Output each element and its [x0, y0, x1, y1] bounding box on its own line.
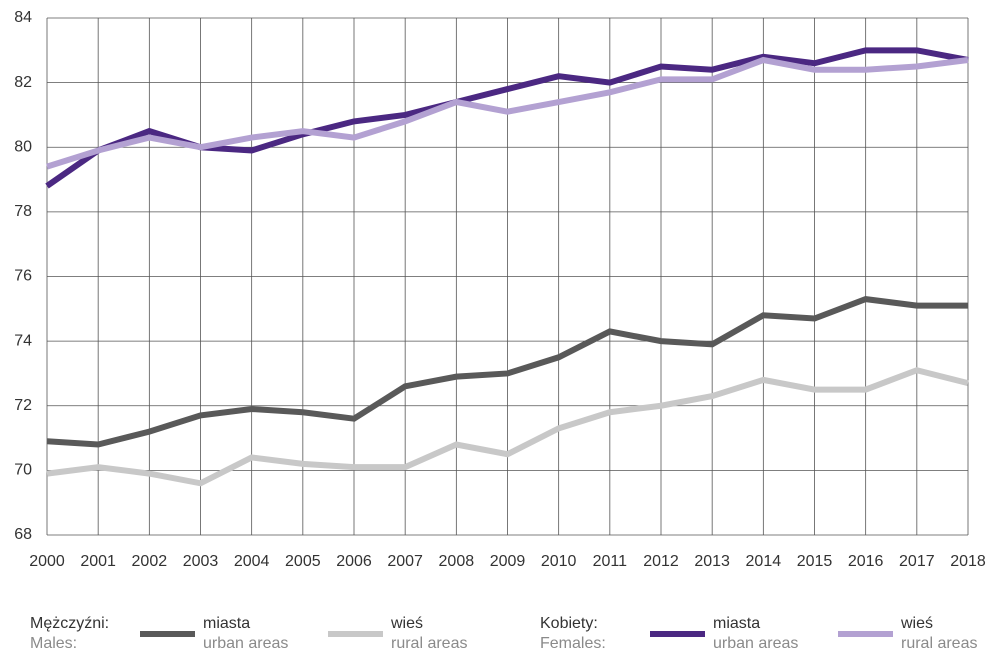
y-tick-label: 82: [14, 74, 32, 91]
x-tick-label: 2014: [746, 553, 782, 570]
x-tick-label: 2005: [285, 553, 321, 570]
y-tick-label: 78: [14, 203, 32, 220]
x-tick-label: 2007: [387, 553, 423, 570]
x-tick-label: 2011: [593, 553, 628, 570]
series-line: [46, 56, 969, 170]
y-tick-label: 80: [14, 138, 32, 155]
x-tick-label: 2018: [950, 553, 986, 570]
y-tick-label: 70: [14, 462, 32, 479]
legend-label: miasta: [203, 615, 250, 632]
y-tick-label: 84: [14, 9, 32, 26]
legend-label: urban areas: [203, 635, 288, 652]
x-tick-label: 2015: [797, 553, 833, 570]
x-tick-label: 2008: [439, 553, 475, 570]
legend-label: wieś: [390, 615, 423, 632]
series-line: [46, 367, 969, 487]
legend-label: rural areas: [901, 635, 977, 652]
y-tick-label: 74: [14, 332, 32, 349]
legend-label: wieś: [900, 615, 933, 632]
legend-group-label: Males:: [30, 635, 77, 652]
legend-label: miasta: [713, 615, 760, 632]
x-tick-label: 2017: [899, 553, 935, 570]
x-tick-label: 2009: [490, 553, 526, 570]
legend-group-label: Mężczyźni:: [30, 615, 109, 632]
y-tick-label: 68: [14, 526, 32, 543]
x-tick-label: 2016: [848, 553, 884, 570]
x-tick-label: 2006: [336, 553, 372, 570]
x-tick-label: 2001: [80, 553, 116, 570]
x-tick-label: 2013: [694, 553, 730, 570]
legend-label: urban areas: [713, 635, 798, 652]
y-tick-label: 76: [14, 268, 32, 285]
y-tick-label: 72: [14, 397, 32, 414]
series-line: [46, 296, 968, 448]
legend-label: rural areas: [391, 635, 467, 652]
x-tick-label: 2002: [132, 553, 168, 570]
legend-group-label: Kobiety:: [540, 615, 598, 632]
x-tick-label: 2000: [29, 553, 65, 570]
x-tick-label: 2010: [541, 553, 577, 570]
legend-group-label: Females:: [540, 635, 606, 652]
x-tick-label: 2012: [643, 553, 679, 570]
x-tick-label: 2003: [183, 553, 219, 570]
x-tick-label: 2004: [234, 553, 270, 570]
